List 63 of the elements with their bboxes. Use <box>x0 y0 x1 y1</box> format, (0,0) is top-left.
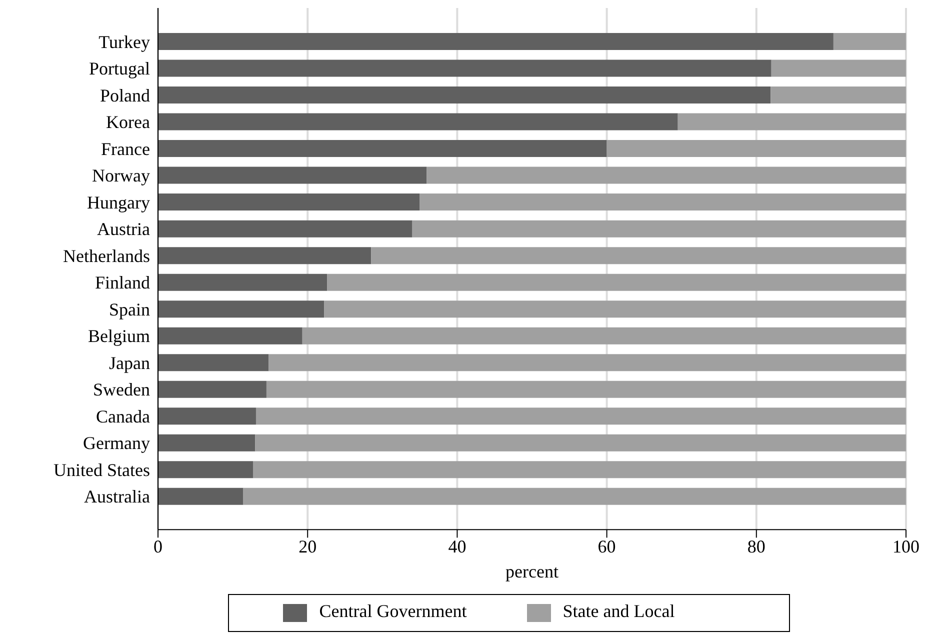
bar <box>158 408 256 425</box>
x-tick-label: 0 <box>154 536 162 556</box>
y-tick-label: Norway <box>92 166 150 186</box>
bar <box>412 220 906 238</box>
y-tick-label: Germany <box>83 433 150 454</box>
bar <box>606 140 906 158</box>
y-tick-label: Sweden <box>93 380 150 400</box>
bar <box>302 327 906 344</box>
y-tick-label: Finland <box>94 272 150 293</box>
bar <box>158 274 328 291</box>
y-tick-label: Turkey <box>98 32 150 52</box>
x-axis-title: percent <box>506 562 558 582</box>
bar <box>158 33 834 50</box>
y-tick-label: United States <box>54 460 150 480</box>
bar <box>255 434 906 452</box>
y-tick-label: Korea <box>106 112 150 132</box>
bar <box>158 60 772 77</box>
x-tick-label: 40 <box>448 536 466 556</box>
bar <box>771 60 906 77</box>
bar <box>243 488 906 505</box>
y-tick-label: Canada <box>96 406 150 426</box>
y-tick-label: Hungary <box>87 192 150 212</box>
y-tick-label: Portugal <box>89 58 150 79</box>
y-tick-label: Japan <box>109 352 150 373</box>
legend-label: State and Local <box>562 600 675 621</box>
bar <box>371 247 906 264</box>
bar <box>158 220 412 238</box>
bar <box>833 33 906 50</box>
y-tick-label: Netherlands <box>63 246 150 266</box>
x-tick-label: 100 <box>892 536 920 556</box>
bar <box>426 166 906 184</box>
bar <box>158 380 266 398</box>
bar <box>327 274 906 291</box>
bar <box>678 113 906 130</box>
y-tick-label: Spain <box>108 299 150 320</box>
y-tick-label: Austria <box>97 219 150 240</box>
bar <box>256 408 906 425</box>
bar <box>158 434 256 452</box>
bar <box>158 166 427 184</box>
bar <box>252 461 906 478</box>
bar <box>158 247 372 264</box>
bar <box>158 140 607 158</box>
y-tick-label: Poland <box>100 85 150 106</box>
bar <box>266 380 906 398</box>
bar <box>158 300 324 318</box>
y-tick-label: France <box>101 138 150 159</box>
y-tick-label: Belgium <box>88 326 150 346</box>
bar <box>158 354 269 372</box>
bar <box>158 488 244 505</box>
bar <box>324 300 906 318</box>
x-tick-label: 80 <box>747 536 766 556</box>
bar <box>158 86 771 104</box>
bar <box>268 354 906 372</box>
bar <box>158 327 302 344</box>
bar <box>158 113 678 130</box>
y-tick-label: Australia <box>84 486 150 507</box>
x-tick-label: 20 <box>298 536 317 556</box>
bar <box>420 194 906 211</box>
bar <box>158 461 253 478</box>
x-tick-label: 60 <box>598 536 616 556</box>
bar <box>158 194 420 211</box>
bar <box>770 86 906 104</box>
legend-label: Central Government <box>319 600 467 621</box>
